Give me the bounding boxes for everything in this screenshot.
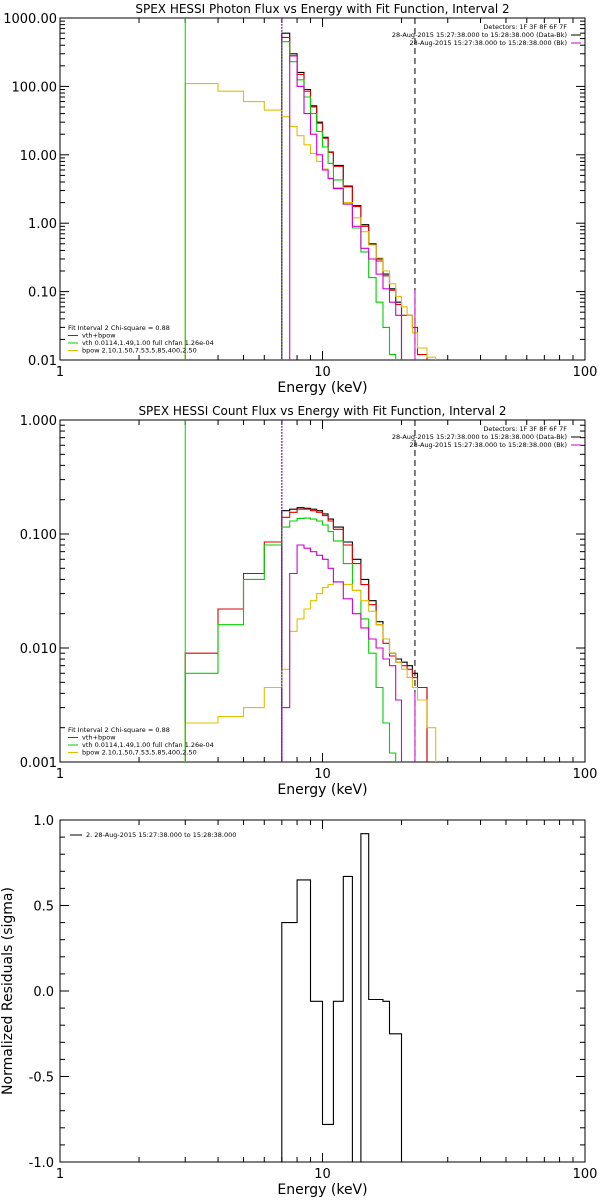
y-tick-label: 10.00 [20, 149, 57, 164]
series-line-2 [281, 41, 397, 360]
info-line: Detectors: 1F 3F 8F 6F 7F [483, 425, 567, 433]
series-line-0 [281, 32, 403, 360]
series-line-2 [184, 517, 397, 762]
x-tick-label: 1 [56, 1167, 64, 1182]
info-line: 28-Aug-2015 15:27:38.000 to 15:28:38.000… [410, 39, 567, 47]
x-tick-label: 10 [314, 1167, 331, 1182]
y-tick-label: -1.0 [29, 1156, 54, 1171]
y-tick-label: 0.100 [20, 528, 57, 543]
y-tick-label: -0.5 [29, 1071, 54, 1086]
chart-title: SPEX HESSI Photon Flux vs Energy with Fi… [135, 2, 509, 16]
y-tick-label: 0.0 [33, 985, 54, 1000]
x-tick-label: 10 [314, 365, 331, 380]
y-tick-label: 0.10 [28, 286, 57, 301]
legend-entry: 2. 28-Aug-2015 15:27:38.000 to 15:28:38.… [86, 831, 236, 839]
y-tick-label: 100.00 [12, 80, 58, 95]
y-tick-label: 0.010 [20, 642, 57, 657]
series-line-4 [289, 55, 403, 360]
legend-entry: Fit Interval 2 Chi-square = 0.88 [68, 324, 170, 332]
legend-entry: vth 0.0114,1.49,1.00 full chfan 1.26e-04 [82, 741, 214, 749]
y-tick-label: 0.5 [33, 900, 54, 915]
info-line: 28-Aug-2015 15:27:38.000 to 15:28:38.000… [392, 31, 567, 39]
legend-entry: vth 0.0114,1.49,1.00 full chfan 1.26e-04 [82, 339, 214, 347]
y-tick-label: 1.00 [28, 217, 57, 232]
info-line: Detectors: 1F 3F 8F 6F 7F [483, 23, 567, 31]
panel-3: 1 10 100 Energy (keV) -1.0 -0.5 0.0 0.5 1.0 Norma… [0, 814, 597, 1198]
x-axis-label: Energy (keV) [277, 1182, 367, 1198]
x-axis-label: Energy (keV) [277, 380, 367, 396]
series-line-4 [281, 544, 403, 762]
x-axis-label: Energy (keV) [277, 782, 367, 798]
x-tick-label: 100 [573, 1167, 598, 1182]
legend-entry: Fit Interval 2 Chi-square = 0.88 [68, 726, 170, 734]
x-tick-label: 1 [56, 767, 64, 782]
x-tick-label: 10 [314, 767, 331, 782]
y-tick-label: 1.000 [20, 414, 57, 429]
legend-entry: bpow 2.10,1.50,7.53,5.85,400,2.50 [82, 347, 197, 355]
panel-1: SPEX HESSI Photon Flux vs Energy with Fi… [3, 2, 597, 396]
info-line: 28-Aug-2015 15:27:38.000 to 15:28:38.000… [392, 433, 567, 441]
x-tick-label: 1 [56, 365, 64, 380]
y-axis-label: Normalized Residuals (sigma) [0, 887, 16, 1095]
y-tick-label: 1.0 [33, 814, 54, 829]
info-line: 28-Aug-2015 15:27:38.000 to 15:28:38.000… [410, 441, 567, 449]
legend-entry: vth+bpow [82, 734, 116, 742]
y-tick-label: 1000.00 [3, 12, 57, 27]
y-tick-label: 0.001 [20, 756, 57, 771]
x-tick-label: 100 [573, 365, 598, 380]
chart-title: SPEX HESSI Count Flux vs Energy with Fit… [138, 404, 506, 418]
plot-frame [59, 17, 586, 361]
series-line-1 [184, 508, 428, 762]
legend-entry: bpow 2.10,1.50,7.53,5.85,400,2.50 [82, 749, 197, 757]
x-tick-label: 100 [573, 767, 598, 782]
series-line-0 [281, 507, 428, 762]
series-line-0 [281, 833, 408, 1163]
panel-2: SPEX HESSI Count Flux vs Energy with Fit… [20, 404, 598, 798]
y-tick-label: 0.01 [28, 354, 57, 369]
legend-entry: vth+bpow [82, 332, 116, 340]
